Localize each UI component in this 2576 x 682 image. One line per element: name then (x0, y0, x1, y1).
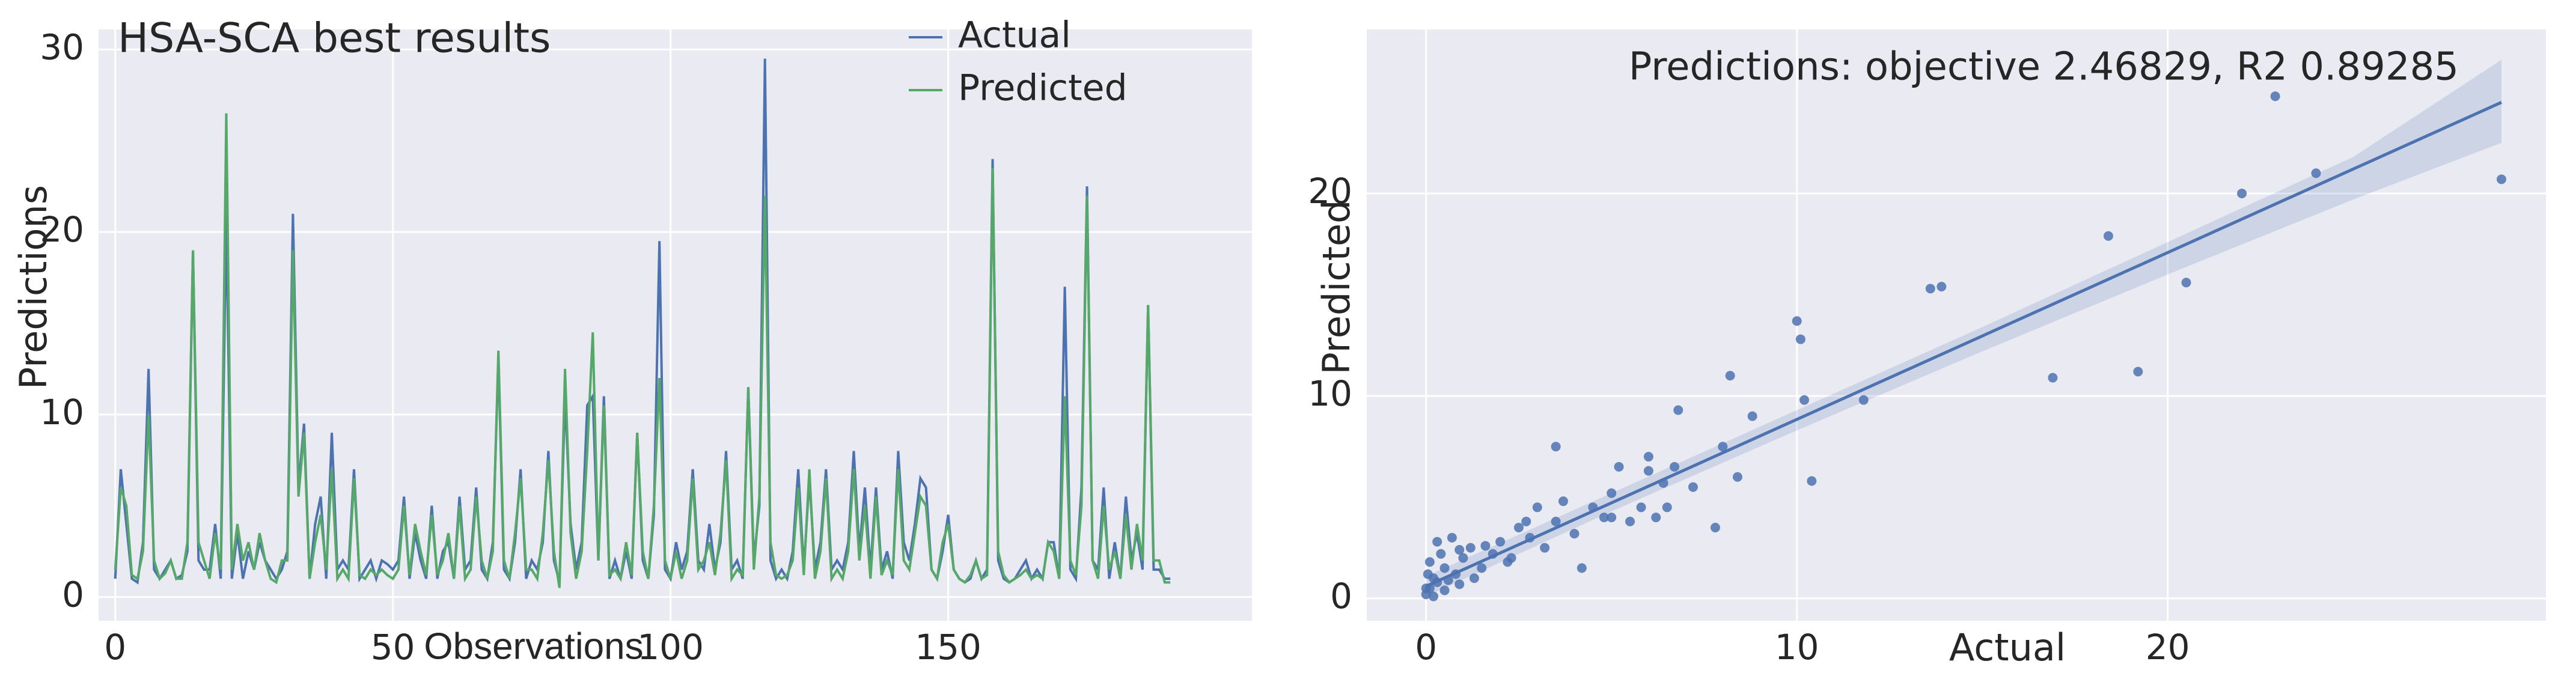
x-tick-label: 50 (371, 627, 415, 668)
point (1480, 541, 1491, 551)
x-tick-label: 0 (104, 627, 126, 668)
y-tick-label: 10 (1308, 373, 1352, 414)
point (1551, 516, 1561, 526)
point (1521, 516, 1531, 526)
point (1937, 281, 1947, 291)
point (1551, 442, 1561, 452)
y-tick-label: 30 (40, 27, 84, 68)
point (1643, 452, 1653, 462)
point (1607, 513, 1617, 523)
point (1599, 513, 1609, 523)
point (1558, 496, 1568, 507)
point (1454, 545, 1465, 555)
point (1424, 557, 1435, 567)
point (1688, 482, 1698, 492)
point (1614, 461, 1624, 472)
point (1799, 395, 1810, 405)
point (1439, 563, 1450, 573)
point (1858, 395, 1869, 405)
point (1643, 466, 1653, 476)
point (1454, 579, 1465, 589)
y-axis-label: Predicted (1314, 199, 1358, 374)
point (2181, 278, 2191, 288)
point (1747, 411, 1757, 421)
point (1488, 549, 1498, 559)
y-tick-label: 20 (40, 209, 84, 250)
point (1670, 461, 1680, 472)
point (1429, 591, 1439, 601)
point (1662, 502, 1672, 513)
series-line (114, 113, 1171, 588)
point (1513, 522, 1524, 532)
point (1532, 502, 1542, 513)
point (1458, 553, 1468, 563)
annotation: Predictions: objective 2.46829, R2 0.892… (1629, 45, 2459, 90)
point (1658, 478, 1668, 488)
point (1569, 529, 1579, 539)
x-axis-label: Actual (1949, 626, 2066, 669)
point (1465, 543, 1476, 553)
point (1451, 569, 1461, 579)
point (1439, 585, 1450, 595)
point (1710, 522, 1720, 532)
point (1651, 513, 1661, 523)
point (1423, 569, 1433, 579)
plot-area (1367, 29, 2546, 621)
point (1732, 472, 1742, 482)
point (1540, 543, 1550, 553)
x-tick-label: 100 (637, 627, 704, 668)
y-tick-label: 0 (1330, 576, 1352, 617)
point (1795, 334, 1805, 344)
point (1477, 563, 1487, 573)
point (1807, 476, 1817, 486)
point (1792, 316, 1802, 326)
point (1607, 488, 1617, 498)
point (1525, 532, 1535, 543)
point (2237, 188, 2247, 198)
y-axis-label: Predictions (11, 185, 55, 389)
point (1432, 537, 1442, 547)
point (1443, 575, 1453, 585)
point (1725, 371, 1735, 381)
point (2270, 91, 2280, 102)
point (1625, 516, 1635, 526)
chart-title: HSA-SCA best results (118, 15, 551, 62)
point (1673, 405, 1683, 415)
y-tick-label: 10 (40, 392, 84, 433)
x-tick-label: 20 (2146, 627, 2190, 668)
fit-line (1425, 101, 2502, 588)
point (2311, 168, 2321, 178)
point (2496, 174, 2506, 184)
y-tick-label: 20 (1308, 171, 1352, 212)
point (2048, 373, 2058, 383)
point (1506, 553, 1516, 563)
legend-label: Predicted (958, 67, 1128, 109)
point (1495, 537, 1506, 547)
point (1421, 583, 1431, 594)
x-tick-label: 150 (915, 627, 981, 668)
point (1718, 442, 1728, 452)
point (1588, 502, 1598, 513)
x-axis-label: Observations (424, 626, 643, 667)
point (1925, 284, 1935, 294)
point (1436, 549, 1446, 559)
x-tick-label: 10 (1775, 627, 1819, 668)
confidence-band (1426, 59, 2501, 597)
point (2103, 231, 2113, 241)
y-tick-label: 0 (62, 574, 84, 615)
point (1447, 532, 1457, 543)
point (1432, 577, 1442, 587)
legend-label: Actual (958, 14, 1071, 56)
point (1576, 563, 1587, 573)
point (1636, 502, 1646, 513)
point (2133, 367, 2143, 377)
x-tick-label: 0 (1415, 627, 1437, 668)
point (1469, 573, 1479, 583)
